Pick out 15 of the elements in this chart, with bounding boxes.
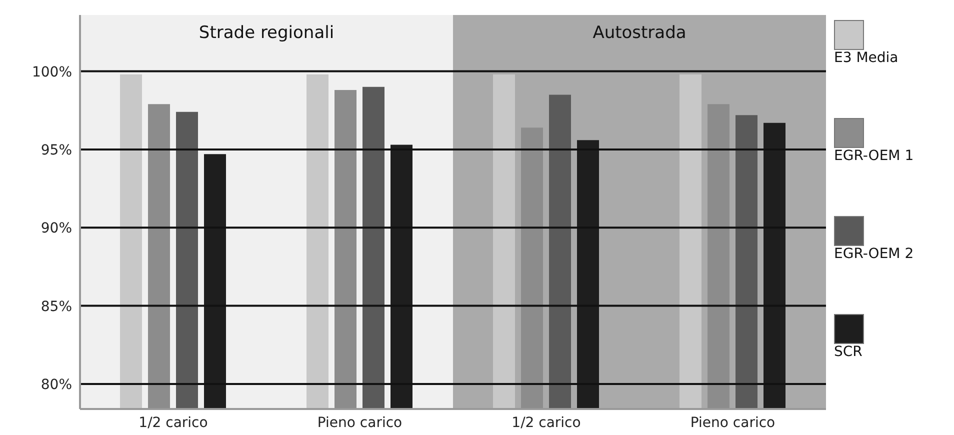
legend-label: EGR-OEM 1 [834, 148, 914, 164]
text: Strade regionali [198, 23, 336, 43]
x-tick-label: Pieno carico [317, 414, 402, 431]
legend-label: SCR [834, 344, 862, 360]
y-tick-label: 100% [32, 64, 72, 80]
x-tick-label: 1/2 carico [512, 414, 581, 431]
y-tick-label: 95% [40, 142, 72, 158]
y-tick-label: 85% [40, 298, 72, 315]
y-tick-label: 80% [40, 376, 72, 393]
y-tick-label: 90% [40, 220, 72, 237]
legend-label: EGR-OEM 2 [834, 246, 914, 262]
legend-label: E3 Media [834, 50, 898, 66]
x-tick-label: 1/2 carico [138, 414, 208, 431]
x-tick-label: Pieno carico [690, 414, 776, 431]
text: Autostrada [592, 23, 688, 43]
